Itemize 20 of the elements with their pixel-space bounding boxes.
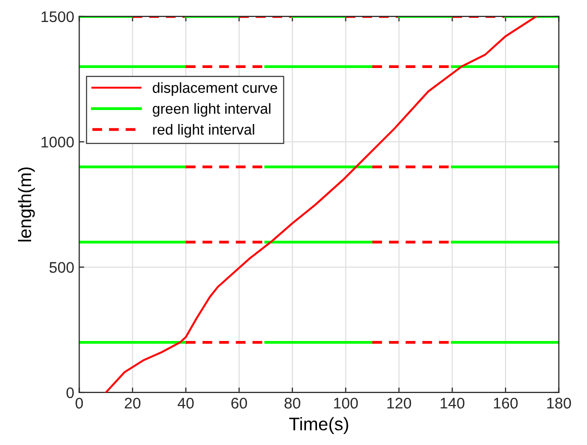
x-tick-label: 60 <box>231 398 248 409</box>
line-series <box>104 16 538 392</box>
x-tick-label: 160 <box>494 398 518 409</box>
y-tick-label: 1000 <box>42 136 74 148</box>
x-tick-label: 80 <box>284 398 300 409</box>
y-tick-label: 500 <box>50 262 74 273</box>
legend-label: green light interval <box>152 103 270 117</box>
x-tick-label: 40 <box>178 398 194 409</box>
y-tick-label: 0 <box>66 387 74 398</box>
legend-label: red light interval <box>153 124 254 138</box>
x-tick-label: 20 <box>124 398 140 409</box>
x-tick-label: 0 <box>76 398 83 409</box>
x-tick-label: 120 <box>387 398 412 409</box>
legend-label: displacement curve <box>152 82 278 96</box>
y-tick-label: 1500 <box>42 11 74 22</box>
x-tick-label: 140 <box>440 398 464 409</box>
x-axis-title: Time(s) <box>289 417 348 434</box>
y-axis-title: length(m) <box>18 167 35 242</box>
x-tick-label: 100 <box>334 398 358 409</box>
x-tick-label: 180 <box>547 398 571 409</box>
